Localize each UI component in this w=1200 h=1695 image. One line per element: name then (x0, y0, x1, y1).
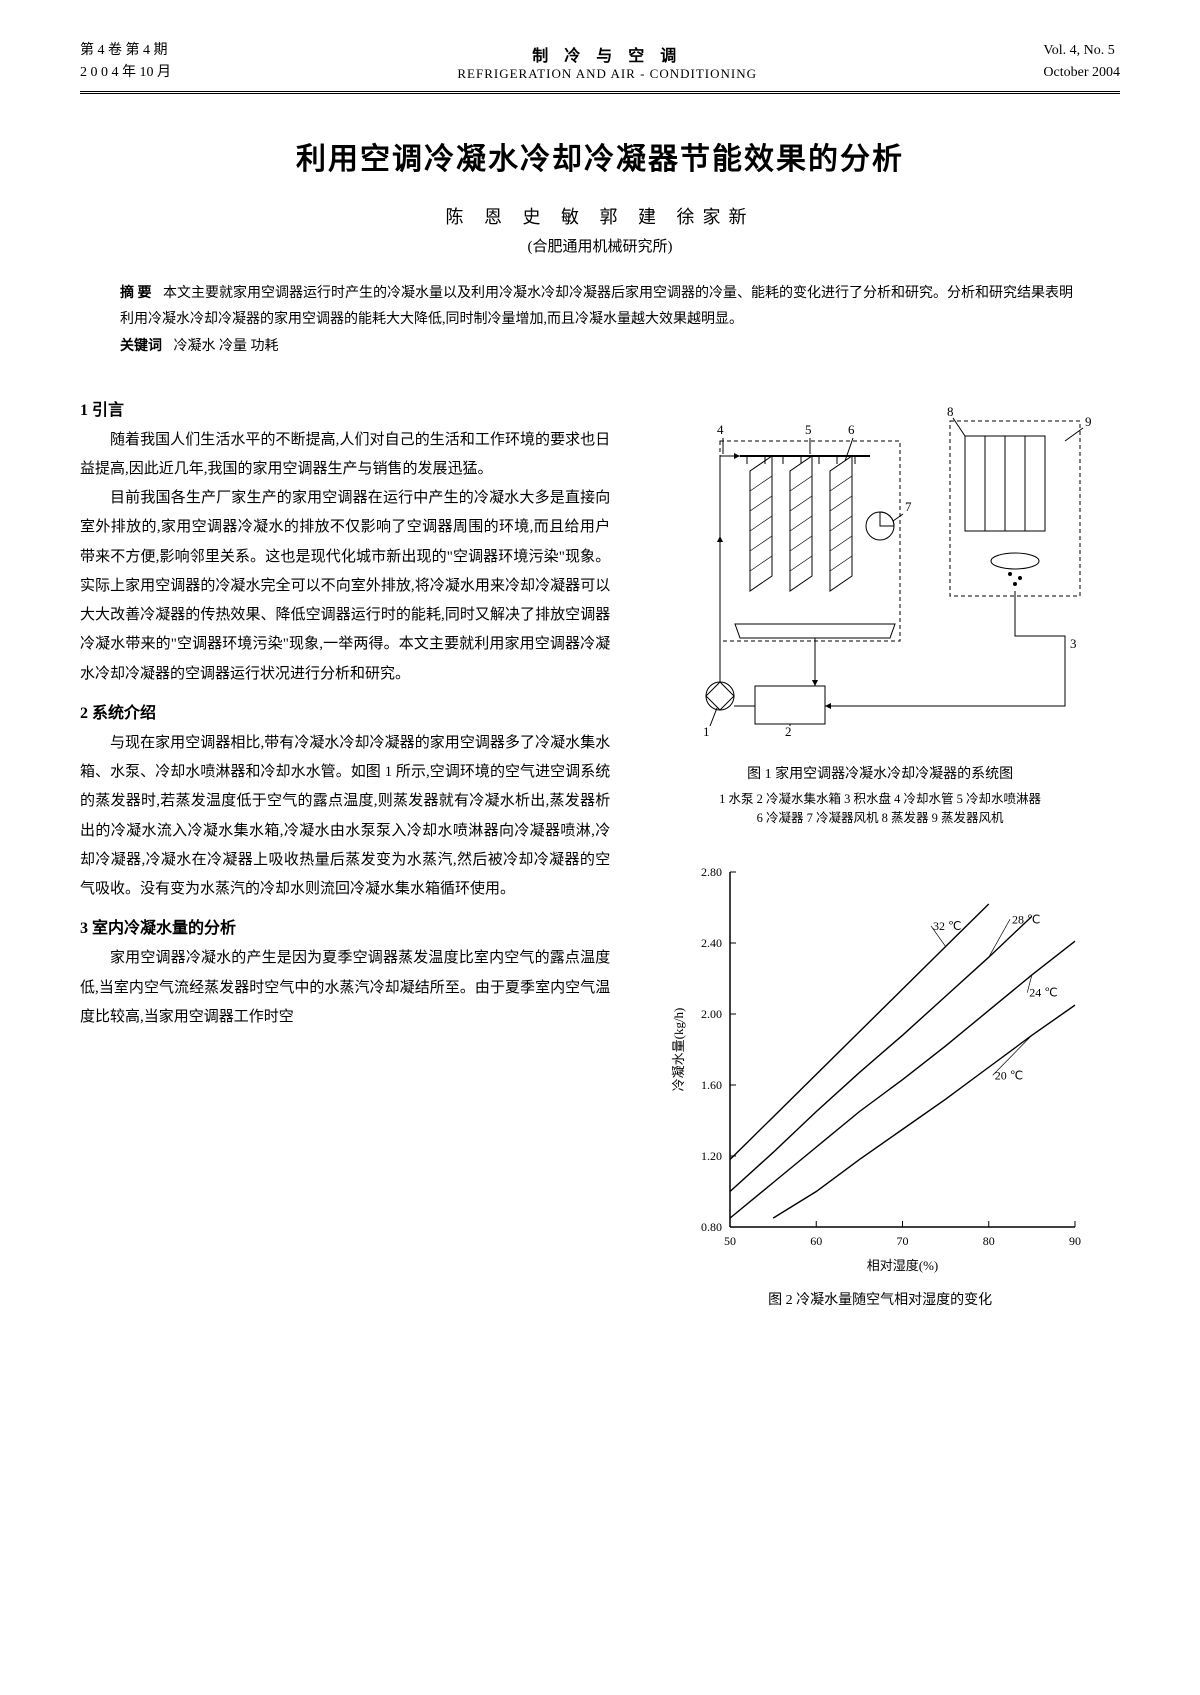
sec2-head: 2 系统介绍 (80, 699, 610, 723)
svg-text:50: 50 (724, 1234, 736, 1248)
header-right: Vol. 4, No. 5 October 2004 (1043, 40, 1120, 85)
sec2-p1: 与现在家用空调器相比,带有冷凝水冷却冷凝器的家用空调器多了冷凝水集水箱、水泵、冷… (80, 729, 610, 905)
svg-text:2.80: 2.80 (701, 865, 722, 879)
date-en: October 2004 (1043, 62, 1120, 84)
sec1-head: 1 引言 (80, 396, 610, 420)
svg-text:6: 6 (848, 422, 855, 437)
col-right: 1 2 3 4 5 6 7 8 9 图 1 家用空调器冷凝水冷却冷凝器的系统图 1 水泵 2 冷… (640, 386, 1120, 1313)
figure2-caption: 图 2 冷凝水量随空气相对湿度的变化 (768, 1290, 992, 1312)
sec3-head: 3 室内冷凝水量的分析 (80, 914, 610, 938)
svg-text:4: 4 (717, 422, 724, 437)
sec1-p1: 随着我国人们生活水平的不断提高,人们对自己的生活和工作环境的要求也日益提高,因此… (80, 426, 610, 485)
svg-text:相对湿度(%): 相对湿度(%) (867, 1258, 939, 1273)
abstract-block: 摘 要 本文主要就家用空调器运行时产生的冷凝水量以及利用冷凝水冷却冷凝器后家用空… (120, 281, 1080, 361)
svg-text:5: 5 (805, 422, 812, 437)
svg-text:1: 1 (703, 724, 710, 739)
svg-text:32 ℃: 32 ℃ (933, 919, 961, 933)
body-columns: 1 引言 随着我国人们生活水平的不断提高,人们对自己的生活和工作环境的要求也日益… (80, 386, 1120, 1313)
figure2-chart: 0.80 1.20 1.60 2.00 2.40 2.80 50 60 70 80 90 相对湿度(%… (665, 852, 1095, 1282)
svg-text:8: 8 (947, 404, 954, 419)
journal-header: 第 4 卷 第 4 期 2 0 0 4 年 10 月 制 冷 与 空 调 REF… (80, 40, 1120, 94)
svg-text:70: 70 (897, 1234, 909, 1248)
journal-title-cn: 制 冷 与 空 调 (457, 42, 757, 66)
date-cn: 2 0 0 4 年 10 月 (80, 62, 171, 84)
figure1-legend: 1 水泵 2 冷凝水集水箱 3 积水盘 4 冷却水管 5 冷却水喷淋器 6 冷凝… (719, 790, 1041, 828)
sec3-p1: 家用空调器冷凝水的产生是因为夏季空调器蒸发温度比室内空气的露点温度低,当室内空气… (80, 944, 610, 1032)
svg-text:24 ℃: 24 ℃ (1029, 986, 1057, 1000)
svg-text:2.00: 2.00 (701, 1007, 722, 1021)
vol-issue: 第 4 卷 第 4 期 (80, 40, 171, 62)
svg-text:20 ℃: 20 ℃ (995, 1069, 1023, 1083)
affiliation: (合肥通用机械研究所) (80, 235, 1120, 256)
svg-text:3: 3 (1070, 636, 1077, 651)
keywords-line: 关键词 冷凝水 冷量 功耗 (120, 334, 1080, 361)
abstract-line: 摘 要 本文主要就家用空调器运行时产生的冷凝水量以及利用冷凝水冷却冷凝器后家用空… (120, 281, 1080, 334)
svg-text:80: 80 (983, 1234, 995, 1248)
svg-text:冷凝水量(kg/h): 冷凝水量(kg/h) (671, 1008, 686, 1092)
svg-text:9: 9 (1085, 414, 1092, 429)
svg-text:1.60: 1.60 (701, 1078, 722, 1092)
paper-title: 利用空调冷凝水冷却冷凝器节能效果的分析 (80, 134, 1120, 178)
sec1-p2: 目前我国各生产厂家生产的家用空调器在运行中产生的冷凝水大多是直接向室外排放的,家… (80, 484, 610, 689)
header-left: 第 4 卷 第 4 期 2 0 0 4 年 10 月 (80, 40, 171, 85)
vol-en: Vol. 4, No. 5 (1043, 40, 1120, 62)
keywords-text: 冷凝水 冷量 功耗 (174, 339, 279, 354)
header-center: 制 冷 与 空 调 REFRIGERATION AND AIR - CONDIT… (457, 42, 757, 82)
svg-text:2.40: 2.40 (701, 936, 722, 950)
svg-text:2: 2 (785, 724, 792, 739)
svg-text:7: 7 (905, 499, 912, 514)
authors: 陈 恩 史 敏 郭 建 徐家新 (80, 203, 1120, 229)
svg-text:60: 60 (810, 1234, 822, 1248)
figure1-diagram: 1 2 3 4 5 6 7 8 9 (665, 386, 1095, 756)
svg-text:90: 90 (1069, 1234, 1081, 1248)
col-left: 1 引言 随着我国人们生活水平的不断提高,人们对自己的生活和工作环境的要求也日益… (80, 386, 610, 1313)
figure1-caption: 图 1 家用空调器冷凝水冷却冷凝器的系统图 (747, 764, 1013, 786)
abstract-text: 本文主要就家用空调器运行时产生的冷凝水量以及利用冷凝水冷却冷凝器后家用空调器的冷… (120, 286, 1073, 328)
svg-text:28 ℃: 28 ℃ (1012, 913, 1040, 927)
svg-text:0.80: 0.80 (701, 1220, 722, 1234)
journal-title-en: REFRIGERATION AND AIR - CONDITIONING (457, 66, 757, 82)
keywords-label: 关键词 (120, 339, 162, 354)
svg-text:1.20: 1.20 (701, 1149, 722, 1163)
abstract-label: 摘 要 (120, 286, 152, 301)
